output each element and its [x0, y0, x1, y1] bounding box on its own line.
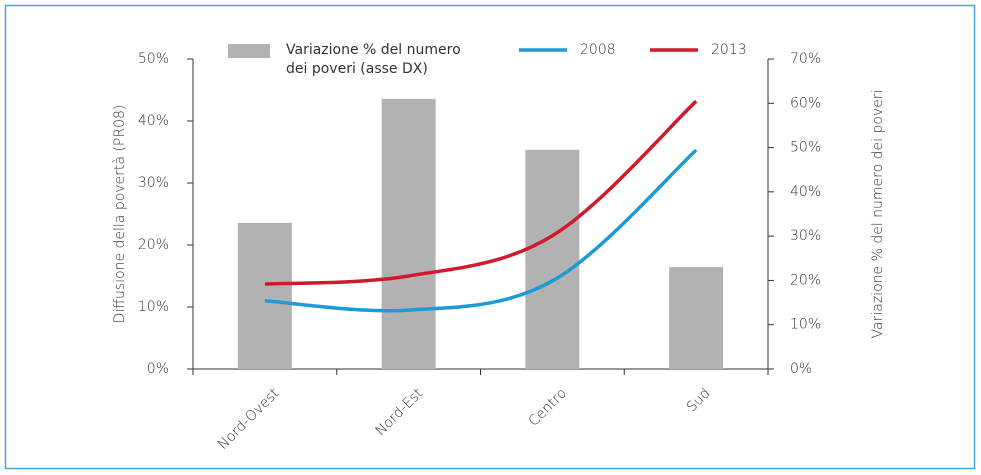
y2-tick-label: 20% [790, 272, 821, 288]
y2-tick-label: 70% [790, 51, 821, 67]
y-tick-label: 0% [147, 361, 169, 377]
y2-tick-label: 30% [790, 228, 821, 244]
bar [525, 149, 580, 369]
legend-swatch [228, 44, 270, 58]
y-tick-label: 40% [138, 113, 169, 129]
bar [381, 98, 436, 369]
y2-tick-label: 60% [790, 95, 821, 111]
y-tick-label: 50% [138, 51, 169, 67]
y2-axis-title: Variazione % del numero dei poveri [870, 90, 886, 339]
frame [4, 4, 976, 470]
x-tick-label: Nord-Est [372, 385, 426, 439]
legend-label: Variazione % del numero dei poveri (asse… [286, 42, 461, 77]
y-tick-label: 30% [138, 175, 169, 191]
line-series [264, 148, 698, 313]
x-tick-label: Nord-Ovest [215, 385, 283, 453]
y-tick-label: 10% [138, 299, 169, 315]
bar [237, 222, 292, 369]
legend-label: 2008 [580, 42, 616, 58]
y2-tick-label: 10% [790, 317, 821, 333]
bar [669, 267, 724, 369]
y2-tick-label: 0% [790, 361, 812, 377]
y-axis-title: Diffusione della povertà (PR08) [112, 105, 128, 324]
y2-tick-label: 50% [790, 140, 821, 156]
legend-label-box: Variazione % del numero dei poveri (asse… [286, 42, 461, 77]
line-series [264, 99, 698, 286]
legend-label: 2013 [711, 42, 747, 58]
x-tick-label: Sud [684, 385, 714, 415]
x-tick-label: Centro [526, 385, 570, 429]
y-tick-label: 20% [138, 237, 169, 253]
y2-tick-label: 40% [790, 184, 821, 200]
